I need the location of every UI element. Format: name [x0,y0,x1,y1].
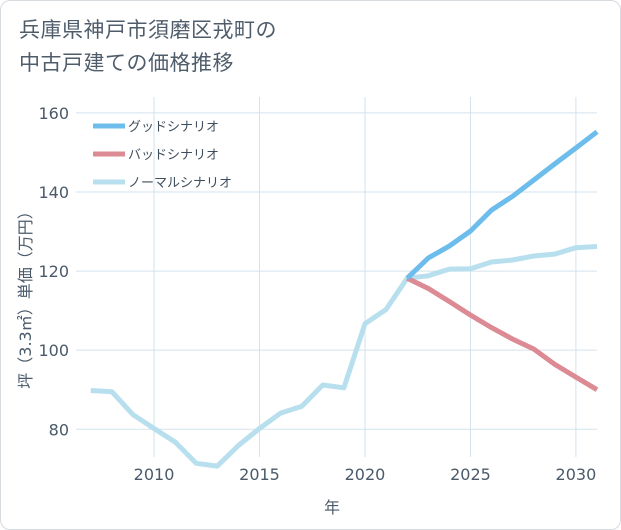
series-line-1 [406,275,599,392]
y-tick-label-120: 120 [38,262,69,281]
y-axis-title: 坪（3.3㎡）単価（万円） [16,203,35,388]
x-tick-label-2015: 2015 [239,465,280,484]
x-tick-label-2020: 2020 [345,465,386,484]
y-tick-label-100: 100 [38,341,69,360]
x-tick-label-2025: 2025 [450,465,491,484]
y-tick-label-160: 160 [38,104,69,123]
legend-label-0: グッドシナリオ [128,120,219,135]
chart-title: 兵庫県神戸市須磨区戎町の 中古戸建ての価格推移 [19,14,277,80]
series-lines [90,129,599,469]
legend-label-1: バッドシナリオ [128,148,219,163]
x-axis-ticks: 2010 2015 2020 2025 2030 [134,465,597,484]
legend-label-2: ノーマルシナリオ [128,176,232,191]
x-tick-label-2030: 2030 [556,465,597,484]
y-tick-label-80: 80 [49,420,69,439]
x-tick-label-2010: 2010 [134,465,175,484]
series-line-0 [405,129,599,281]
x-axis-title: 年 [324,498,340,517]
chart-title-line-2: 中古戸建ての価格推移 [19,51,234,75]
series-line-2 [90,244,598,469]
grid-lines [76,97,597,457]
y-tick-label-140: 140 [38,183,69,202]
y-axis-ticks: 80 100 120 140 160 [38,104,69,439]
chart-title-line-1: 兵庫県神戸市須磨区戎町の [19,18,277,42]
